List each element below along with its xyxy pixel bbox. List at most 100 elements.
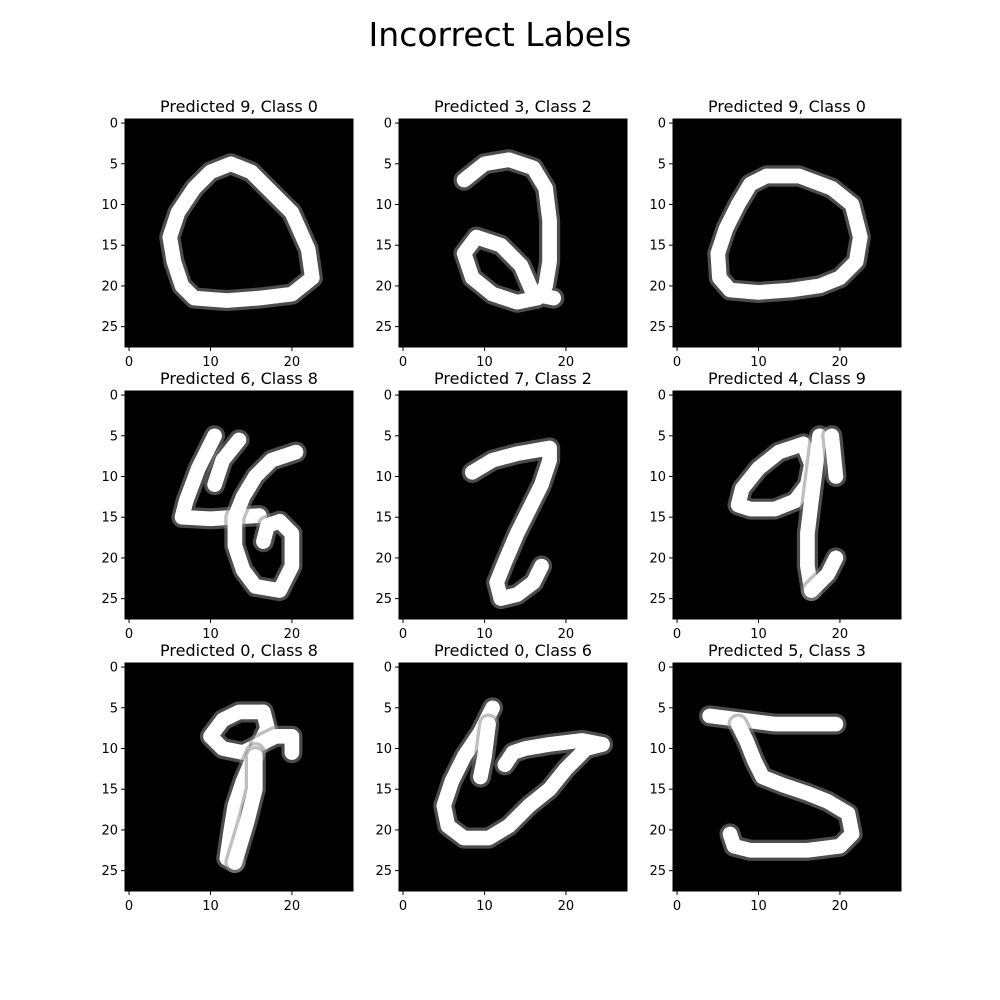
y-tick-label: 0 xyxy=(658,389,666,404)
digit-image xyxy=(699,705,863,861)
digit-stroke xyxy=(207,432,247,492)
x-tick-label: 10 xyxy=(750,627,767,642)
digit-image xyxy=(159,153,323,312)
y-tick-label: 25 xyxy=(375,592,392,607)
y-tick-label: 0 xyxy=(658,117,666,132)
digit-panel: Predicted 4, Class 9 0 5 10 15 20 25 0 10 20 xyxy=(649,369,902,642)
y-tick-label: 15 xyxy=(649,511,666,526)
x-tick-label: 0 xyxy=(673,355,681,370)
y-tick-label: 10 xyxy=(101,470,118,485)
axes-frame xyxy=(124,390,354,620)
y-tick-label: 10 xyxy=(649,198,666,213)
panel-title: Predicted 3, Class 2 xyxy=(434,97,592,116)
digit-image xyxy=(727,425,847,602)
panel-title: Predicted 4, Class 9 xyxy=(708,369,866,388)
x-tick-label: 0 xyxy=(125,627,133,642)
digit-panel: Predicted 5, Class 3 0 5 10 15 20 25 0 10 20 xyxy=(649,641,902,914)
digit-image xyxy=(461,437,561,610)
x-tick-label: 20 xyxy=(832,899,849,914)
x-tick-label: 20 xyxy=(832,355,849,370)
y-tick-label: 10 xyxy=(649,470,666,485)
panel-title: Predicted 0, Class 6 xyxy=(434,641,592,660)
y-tick-label: 10 xyxy=(375,742,392,757)
digit-stroke xyxy=(252,728,300,760)
y-tick-label: 25 xyxy=(101,592,118,607)
y-tick-label: 15 xyxy=(101,783,118,798)
y-tick-label: 10 xyxy=(375,198,392,213)
digit-stroke xyxy=(227,444,304,598)
axes-frame xyxy=(398,118,628,348)
y-tick-label: 0 xyxy=(110,661,118,676)
y-tick-label: 5 xyxy=(658,701,666,716)
x-tick-label: 10 xyxy=(202,627,219,642)
digit-stroke xyxy=(804,550,844,598)
axes-frame xyxy=(398,390,628,620)
y-tick-label: 5 xyxy=(110,429,118,444)
axes-frame xyxy=(672,118,902,348)
digit-stroke xyxy=(436,700,610,846)
digit-image xyxy=(433,697,614,849)
y-tick-label: 20 xyxy=(101,551,118,566)
x-tick-label: 20 xyxy=(558,627,575,642)
y-tick-label: 5 xyxy=(384,701,392,716)
y-tick-label: 0 xyxy=(658,661,666,676)
y-tick-label: 0 xyxy=(384,661,392,676)
x-tick-label: 0 xyxy=(399,899,407,914)
x-tick-label: 10 xyxy=(476,355,493,370)
y-tick-label: 5 xyxy=(384,429,392,444)
x-tick-label: 10 xyxy=(476,627,493,642)
x-tick-label: 0 xyxy=(673,627,681,642)
x-tick-label: 0 xyxy=(399,355,407,370)
x-tick-label: 10 xyxy=(202,355,219,370)
x-tick-label: 20 xyxy=(284,627,301,642)
figure-title: Incorrect Labels xyxy=(369,15,632,54)
y-tick-label: 25 xyxy=(101,864,118,879)
x-tick-label: 0 xyxy=(673,899,681,914)
y-tick-label: 15 xyxy=(101,511,118,526)
y-tick-label: 20 xyxy=(101,279,118,294)
digit-image xyxy=(707,165,871,303)
panel-title: Predicted 5, Class 3 xyxy=(708,641,866,660)
y-tick-label: 5 xyxy=(658,157,666,172)
y-tick-label: 15 xyxy=(101,239,118,254)
y-tick-label: 20 xyxy=(375,823,392,838)
y-tick-label: 15 xyxy=(375,511,392,526)
panel-title: Predicted 9, Class 0 xyxy=(160,97,318,116)
y-tick-label: 20 xyxy=(649,551,666,566)
y-tick-label: 5 xyxy=(110,701,118,716)
x-tick-label: 10 xyxy=(750,355,767,370)
y-tick-label: 5 xyxy=(384,157,392,172)
x-tick-label: 20 xyxy=(284,355,301,370)
x-tick-label: 20 xyxy=(832,627,849,642)
digit-stroke xyxy=(456,152,562,310)
digit-stroke xyxy=(473,716,496,785)
x-tick-label: 10 xyxy=(202,899,219,914)
y-tick-label: 25 xyxy=(649,864,666,879)
y-tick-label: 0 xyxy=(110,117,118,132)
y-tick-label: 25 xyxy=(375,320,392,335)
digit-stroke xyxy=(722,716,860,858)
y-tick-label: 5 xyxy=(658,429,666,444)
y-tick-label: 25 xyxy=(649,320,666,335)
y-tick-label: 15 xyxy=(649,239,666,254)
y-tick-label: 10 xyxy=(375,470,392,485)
y-tick-label: 15 xyxy=(375,239,392,254)
axes-frame xyxy=(124,662,354,892)
x-tick-label: 0 xyxy=(399,627,407,642)
y-tick-label: 25 xyxy=(375,864,392,879)
y-tick-label: 20 xyxy=(101,823,118,838)
digit-stroke xyxy=(824,428,844,484)
digit-panel: Predicted 6, Class 8 0 5 10 15 20 25 0 10 20 xyxy=(101,369,354,642)
x-tick-label: 0 xyxy=(125,355,133,370)
y-tick-label: 15 xyxy=(375,783,392,798)
y-tick-label: 20 xyxy=(375,279,392,294)
digit-image xyxy=(199,701,303,874)
digit-stroke xyxy=(800,428,827,598)
x-tick-label: 20 xyxy=(558,899,575,914)
digit-image xyxy=(453,149,565,313)
panel-title: Predicted 6, Class 8 xyxy=(160,369,318,388)
x-tick-label: 10 xyxy=(476,899,493,914)
y-tick-label: 10 xyxy=(101,742,118,757)
